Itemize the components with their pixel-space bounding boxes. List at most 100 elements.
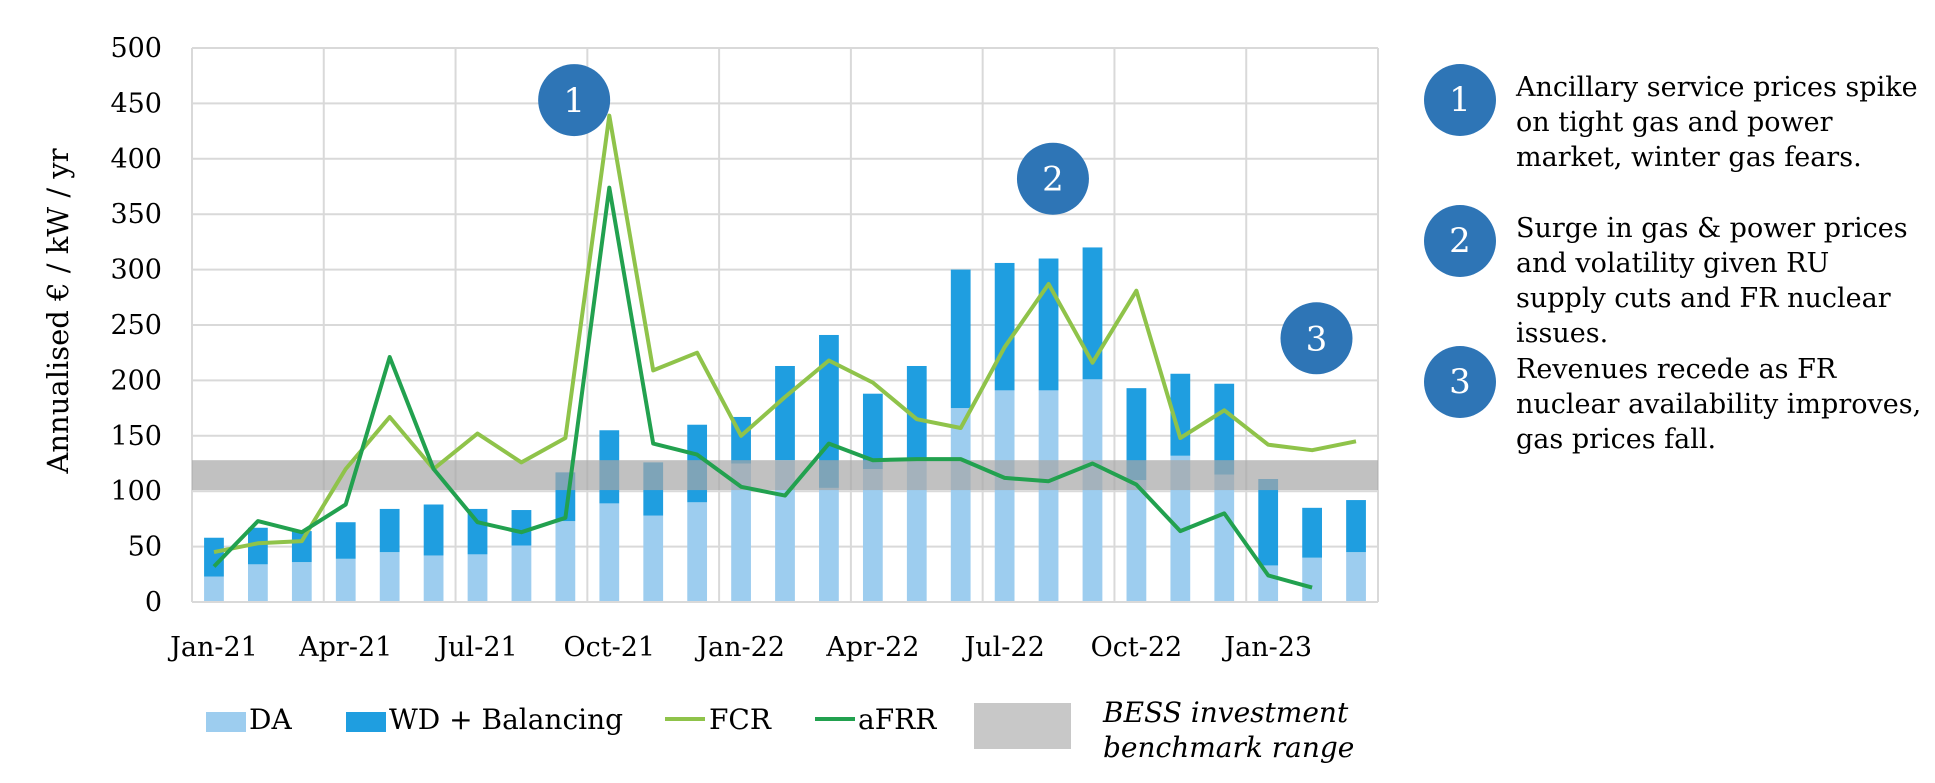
legend-label-afrr: aFRR [858,703,937,736]
x-tick-label: Oct-21 [563,632,655,663]
y-tick-label: 250 [110,310,162,341]
bar-da [511,545,532,602]
bar-da [950,408,971,602]
callout-number: 2 [1042,160,1064,200]
notes-panel: 1 Ancillary service prices spike on tigh… [1424,64,1929,487]
callout-badge [1016,142,1089,215]
legend-swatch-band [974,703,1071,749]
x-tick-label: Jan-22 [694,632,785,663]
benchmark-band [192,460,1378,491]
bar-wd-balancing [906,365,927,458]
bar-da [1258,565,1279,602]
bar-da [423,555,444,602]
y-axis-label: Annualised € / kW / yr [41,148,75,474]
bar-wd-balancing [994,262,1015,391]
legend-label-band-2: benchmark range [1103,731,1354,764]
x-tick-label: Apr-22 [825,632,919,663]
note-number-badge: 3 [1424,346,1496,418]
legend: DA WD + Balancing FCR aFRR BESS investme… [206,696,1354,764]
bar-da [1302,557,1322,602]
bar-da [204,576,224,602]
bar-wd-balancing [1258,479,1279,566]
bar-wd-balancing [1346,500,1366,553]
bar-da [1214,474,1235,602]
callout-number: 3 [1306,319,1328,359]
line-afrr [212,185,1313,590]
y-tick-label: 150 [110,421,162,452]
x-tick-label: Apr-21 [298,632,392,663]
legend-swatch-wd [346,712,386,732]
bar-wd-balancing [379,508,400,553]
bar-da [862,469,883,602]
callout-badge [538,64,611,137]
note-text: Ancillary service prices spike on tight … [1516,72,1918,173]
legend-label-da: DA [249,703,292,736]
lines [212,113,1357,590]
bar-da [731,463,751,602]
axes: 0 50 100 150 200 250 300 350 400 450 500 Jan-21 Apr-… [110,33,1378,663]
bar-wd-balancing [1214,383,1235,475]
bar-da [248,564,268,602]
y-tick-label: 450 [110,88,162,119]
bar-wd-balancing [204,537,224,577]
bar-wd-balancing [775,365,795,461]
legend-label-wd: WD + Balancing [389,703,623,736]
bar-da [555,521,576,602]
bar-da [467,554,488,602]
y-tick-label: 50 [128,532,162,563]
x-tick-label: Oct-22 [1091,632,1183,663]
note-number-badge: 1 [1424,64,1496,136]
callouts: 1 2 3 [538,64,1353,375]
gridlines [191,47,1379,603]
callout-badge [1280,302,1353,375]
bar-wd-balancing [291,531,312,563]
callout-number: 1 [563,81,585,121]
bar-wd-balancing [1038,258,1059,391]
bar-wd-balancing [467,508,488,555]
bar-da [906,457,927,602]
bar-da [687,502,708,602]
bar-wd-balancing [1302,507,1322,558]
y-tick-label: 400 [110,144,162,175]
bar-da [643,515,664,602]
bar-da [1126,480,1147,602]
note-1: 1 Ancillary service prices spike on tigh… [1424,64,1929,184]
x-tick-label: Jan-23 [1221,632,1312,663]
bar-wd-balancing [248,527,268,565]
line-fcr [213,113,1357,555]
bar-da [994,390,1015,602]
bar-wd-balancing [862,393,883,470]
bar-wd-balancing [1082,247,1103,380]
note-text: Surge in gas & power prices and volatili… [1516,213,1908,349]
bar-wd-balancing [1126,388,1147,481]
note-3: 3 Revenues recede as FR nuclear availabi… [1424,346,1929,466]
bar-da [335,558,356,602]
bar-da [1346,552,1366,602]
bar-da [291,562,312,602]
y-tick-label: 500 [110,33,162,64]
x-tick-label: Jan-21 [167,632,258,663]
bar-da [1082,379,1103,602]
note-2: 2 Surge in gas & power prices and volati… [1424,205,1929,349]
y-tick-label: 350 [110,199,162,230]
y-tick-label: 200 [110,365,162,396]
note-number-badge: 2 [1424,205,1496,277]
bars [204,247,1366,602]
y-tick-label: 300 [110,255,162,286]
bar-wd-balancing [511,510,532,546]
bar-da [819,487,839,602]
bar-da [379,552,400,602]
y-tick-label: 0 [145,587,162,618]
y-tick-label: 100 [110,476,162,507]
legend-swatch-da [206,712,246,732]
x-tick-label: Jul-21 [434,632,517,663]
bar-da [1038,390,1059,602]
legend-label-band-1: BESS investment [1102,696,1349,729]
bar-wd-balancing [950,269,971,409]
note-text: Revenues recede as FR nuclear availabili… [1516,354,1922,455]
bar-da [599,503,620,602]
legend-label-fcr: FCR [709,703,772,736]
bar-wd-balancing [335,522,356,559]
bar-wd-balancing [423,504,444,556]
